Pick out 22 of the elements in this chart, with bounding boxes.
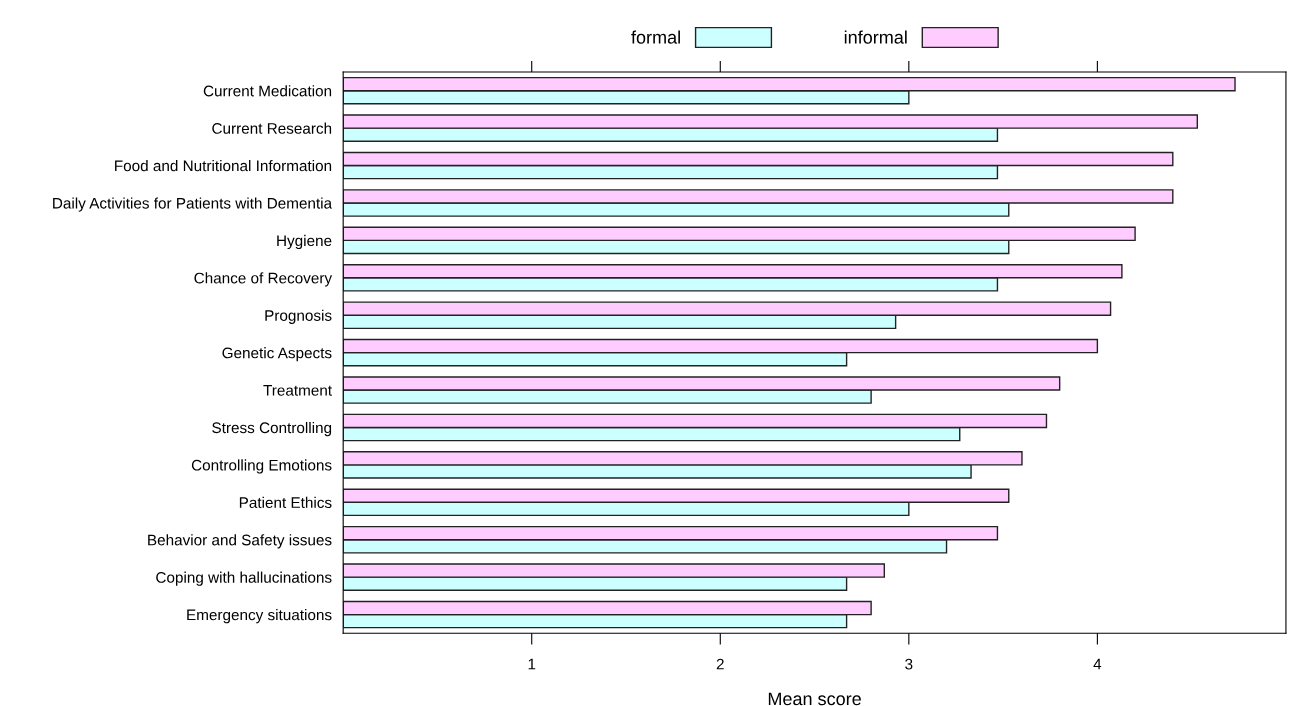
y-tick-label: Prognosis (265, 309, 332, 324)
y-tick-label: Genetic Aspects (222, 347, 332, 362)
x-tick-label: 4 (1093, 658, 1102, 670)
y-tick-label: Treatment (263, 385, 332, 396)
y-tick-label: Current Research (212, 122, 332, 134)
x-tick-label: 3 (905, 658, 913, 670)
y-tick-label: Coping with hallucinations (156, 571, 332, 586)
y-tick-label: Emergency situations (187, 609, 332, 624)
y-tick-label: Chance of Recovery (194, 272, 333, 287)
y-tick-label: Daily Activities for Patients with Dementia (53, 197, 333, 212)
y-tick-label: Food and Nutritional Information (115, 160, 332, 172)
x-tick-label: 2 (716, 658, 724, 670)
x-tick-label: 1 (528, 658, 536, 670)
legend-label: informal (844, 30, 907, 44)
y-tick-label: Patient Ethics (239, 496, 332, 509)
y-tick-label: Hygiene (277, 234, 332, 250)
legend-label: formal (631, 30, 680, 44)
y-tick-label: Stress Controlling (212, 421, 332, 437)
y-tick-label: Behavior and Safety issues (148, 534, 332, 549)
y-tick-label: Controlling Emotions (191, 459, 332, 474)
x-axis-title: Mean score (768, 692, 861, 706)
y-tick-label: Current Medication (203, 85, 332, 97)
